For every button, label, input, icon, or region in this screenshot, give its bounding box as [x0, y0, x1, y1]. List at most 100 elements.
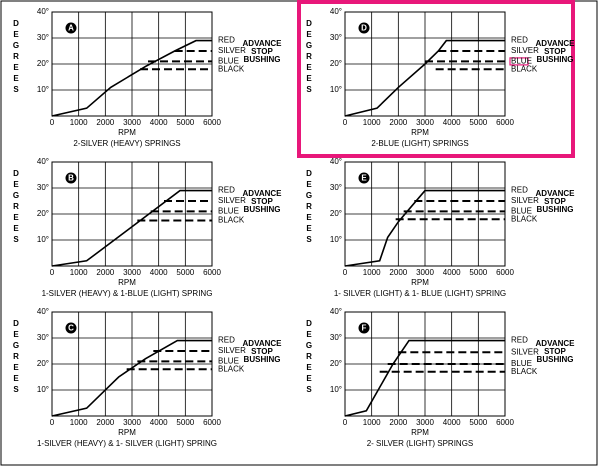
highlight-frame [297, 0, 575, 158]
x-tick-label: 1000 [363, 418, 381, 427]
panel-letter: C [68, 324, 74, 333]
legend-entry: BLUE [511, 359, 532, 368]
legend-title: BUSHING [244, 55, 281, 64]
x-tick-label: 0 [50, 268, 55, 277]
y-tick-label: 40° [37, 157, 49, 166]
x-tick-label: 3000 [416, 268, 434, 277]
panel-badge [65, 22, 77, 34]
chart-panel: 0 1000 2000 3000 4000 5000 6000 10° 20° 30° 40° RPM… [297, 0, 576, 158]
x-tick-label: 2000 [389, 118, 407, 127]
x-tick-label: 1000 [70, 418, 88, 427]
x-tick-label: 1000 [363, 118, 381, 127]
legend-entry: BLACK [218, 216, 245, 225]
x-axis-label: RPM [118, 428, 136, 437]
caption: 1-SILVER (HEAVY) & 1- SILVER (LIGHT) SPR… [37, 439, 217, 448]
y-tick-label: 30° [37, 183, 49, 192]
legend-title: STOP [544, 47, 566, 56]
x-tick-label: 3000 [123, 418, 141, 427]
x-tick-label: 6000 [203, 118, 221, 127]
legend-highlight [509, 57, 529, 66]
x-tick-label: 0 [343, 118, 348, 127]
x-tick-label: 4000 [150, 418, 168, 427]
x-tick-label: 5000 [469, 418, 487, 427]
legend-entry: RED [218, 36, 235, 45]
x-tick-label: 2000 [389, 268, 407, 277]
x-tick-label: 4000 [443, 118, 461, 127]
series-line [51, 39, 212, 117]
legend-entry: RED [511, 336, 528, 345]
x-tick-label: 4000 [150, 268, 168, 277]
panel-badge [65, 322, 77, 334]
legend-title: BUSHING [537, 355, 574, 364]
panel-letter: A [68, 24, 74, 33]
chart-panel: 0 1000 2000 3000 4000 5000 6000 10° 20° 30° 40° RPM… [306, 307, 575, 448]
x-axis-label: RPM [411, 128, 429, 137]
legend-title: STOP [544, 347, 566, 356]
legend-title: ADVANCE [536, 39, 576, 48]
y-tick-label: 40° [330, 7, 342, 16]
legend-title: STOP [251, 347, 273, 356]
y-tick-label: 20° [330, 209, 342, 218]
y-tick-label: 10° [330, 85, 342, 94]
y-tick-label: 10° [37, 385, 49, 394]
y-tick-label: 30° [330, 183, 342, 192]
x-tick-label: 2000 [96, 118, 114, 127]
y-tick-label: 20° [330, 359, 342, 368]
legend-entry: BLACK [511, 367, 538, 376]
x-tick-label: 1000 [70, 118, 88, 127]
legend-entry: BLUE [511, 207, 532, 216]
x-tick-label: 4000 [150, 118, 168, 127]
legend-entry: BLUE [218, 207, 239, 216]
y-tick-label: 30° [330, 333, 342, 342]
x-tick-label: 5000 [469, 268, 487, 277]
legend-title: ADVANCE [243, 39, 283, 48]
x-tick-label: 0 [50, 418, 55, 427]
legend-title: ADVANCE [243, 189, 283, 198]
y-tick-label: 40° [330, 307, 342, 316]
x-axis-label: RPM [118, 278, 136, 287]
panel-letter: B [68, 174, 74, 183]
y-tick-label: 40° [37, 7, 49, 16]
legend-title: ADVANCE [536, 189, 576, 198]
caption: 2-SILVER (HEAVY) SPRINGS [73, 139, 180, 148]
y-tick-label: 30° [37, 333, 49, 342]
x-tick-label: 5000 [469, 118, 487, 127]
legend-entry: RED [218, 186, 235, 195]
legend-title: BUSHING [537, 55, 574, 64]
caption: 1-SILVER (HEAVY) & 1-BLUE (LIGHT) SPRING [42, 289, 213, 298]
legend-entry: RED [511, 36, 528, 45]
y-tick-label: 30° [330, 33, 342, 42]
panel-badge [65, 172, 77, 184]
y-tick-label: 30° [37, 33, 49, 42]
y-tick-label: 20° [37, 359, 49, 368]
x-tick-label: 0 [50, 118, 55, 127]
x-axis-label: RPM [411, 278, 429, 287]
x-tick-label: 6000 [203, 268, 221, 277]
y-tick-label: 40° [37, 307, 49, 316]
x-tick-label: 6000 [496, 418, 514, 427]
legend-title: BUSHING [537, 205, 574, 214]
legend-title: STOP [251, 197, 273, 206]
y-tick-label: 10° [37, 85, 49, 94]
legend-title: BUSHING [244, 355, 281, 364]
caption: 2-BLUE (LIGHT) SPRINGS [371, 139, 468, 148]
legend-title: ADVANCE [243, 339, 283, 348]
y-tick-label: 20° [330, 59, 342, 68]
panel-letter: D [361, 24, 367, 33]
legend-entry: SILVER [218, 346, 246, 355]
x-tick-label: 3000 [123, 118, 141, 127]
series-line [51, 339, 212, 417]
x-tick-label: 4000 [443, 268, 461, 277]
legend-entry: BLACK [511, 64, 538, 73]
x-axis-label: RPM [411, 428, 429, 437]
series-line [344, 189, 505, 267]
chart-panel: 0 1000 2000 3000 4000 5000 6000 10° 20° 30° 40° RPM… [13, 157, 282, 298]
y-tick-label: 10° [37, 235, 49, 244]
x-tick-label: 2000 [389, 418, 407, 427]
panel-badge [358, 322, 370, 334]
